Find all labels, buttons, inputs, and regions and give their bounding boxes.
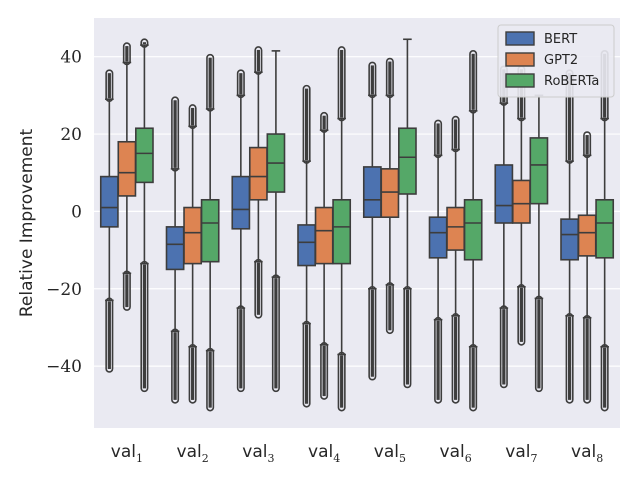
y-tick-label: −20 — [46, 280, 82, 300]
legend: BERT GPT2 RoBERTa — [497, 24, 615, 98]
box-iqr — [511, 179, 531, 224]
box-roberta-7 — [529, 94, 549, 393]
box-bert-3 — [231, 69, 251, 393]
box-iqr — [314, 206, 334, 265]
x-tick-label: val7 — [505, 442, 537, 465]
legend-swatch — [505, 73, 535, 88]
box-roberta-1 — [135, 38, 154, 393]
x-tick-label: val5 — [374, 442, 406, 465]
box-iqr — [428, 216, 448, 259]
box-layer — [99, 38, 615, 412]
legend-label: RoBERTa — [544, 74, 599, 89]
box-bert-2 — [165, 96, 185, 404]
box-roberta-6 — [463, 50, 483, 412]
box-iqr — [248, 146, 268, 201]
box-iqr — [577, 214, 597, 257]
x-tick-label: val8 — [571, 442, 603, 465]
x-tick-label: val3 — [242, 442, 274, 465]
box-iqr — [332, 198, 352, 265]
box-bert-5 — [362, 61, 382, 381]
box-gpt2-8 — [577, 131, 597, 404]
box-bert-4 — [297, 84, 316, 408]
box-iqr — [200, 198, 220, 263]
box-gpt2-4 — [314, 111, 334, 400]
box-bert-6 — [428, 119, 448, 404]
legend-swatch — [505, 31, 535, 46]
box-iqr — [362, 166, 382, 218]
x-tick-label: val2 — [177, 442, 209, 465]
box-iqr — [494, 164, 514, 224]
x-tick-label: val1 — [111, 442, 143, 465]
box-iqr — [529, 137, 549, 205]
box-iqr — [398, 127, 417, 195]
box-iqr — [135, 127, 154, 184]
box-iqr — [297, 224, 316, 267]
legend-swatch — [505, 52, 535, 67]
box-iqr — [463, 198, 483, 261]
box-gpt2-6 — [446, 115, 466, 404]
box-gpt2-3 — [248, 46, 268, 319]
box-gpt2-2 — [183, 104, 203, 404]
legend-label: BERT — [544, 32, 577, 47]
x-tick-label: val6 — [440, 442, 472, 465]
box-roberta-2 — [200, 53, 220, 412]
x-tick-label: val4 — [308, 442, 340, 465]
box-roberta-5 — [398, 38, 417, 389]
y-tick-label: 20 — [60, 125, 82, 145]
box-roberta-3 — [266, 50, 286, 393]
box-iqr — [165, 226, 185, 271]
y-tick-label: 0 — [71, 202, 82, 222]
legend-label: GPT2 — [544, 53, 578, 68]
box-iqr — [183, 206, 203, 265]
box-gpt2-1 — [117, 42, 137, 311]
box-iqr — [595, 198, 615, 259]
box-iqr — [99, 175, 119, 228]
y-axis-ticks: 40 20 0 −20 −40 — [46, 48, 82, 377]
box-bert-1 — [99, 69, 119, 373]
y-axis-label: Relative Improvement — [17, 129, 37, 318]
y-tick-label: 40 — [60, 48, 82, 68]
y-tick-label: −40 — [46, 357, 82, 377]
box-iqr — [560, 218, 579, 261]
x-axis-ticks: val1 val2 val3 val4 val5 val6 val7 val8 — [111, 442, 603, 465]
box-iqr — [446, 206, 466, 251]
box-iqr — [380, 168, 400, 218]
box-gpt2-7 — [511, 65, 531, 346]
box-iqr — [231, 175, 251, 230]
box-iqr — [117, 140, 137, 197]
box-roberta-4 — [332, 46, 352, 412]
